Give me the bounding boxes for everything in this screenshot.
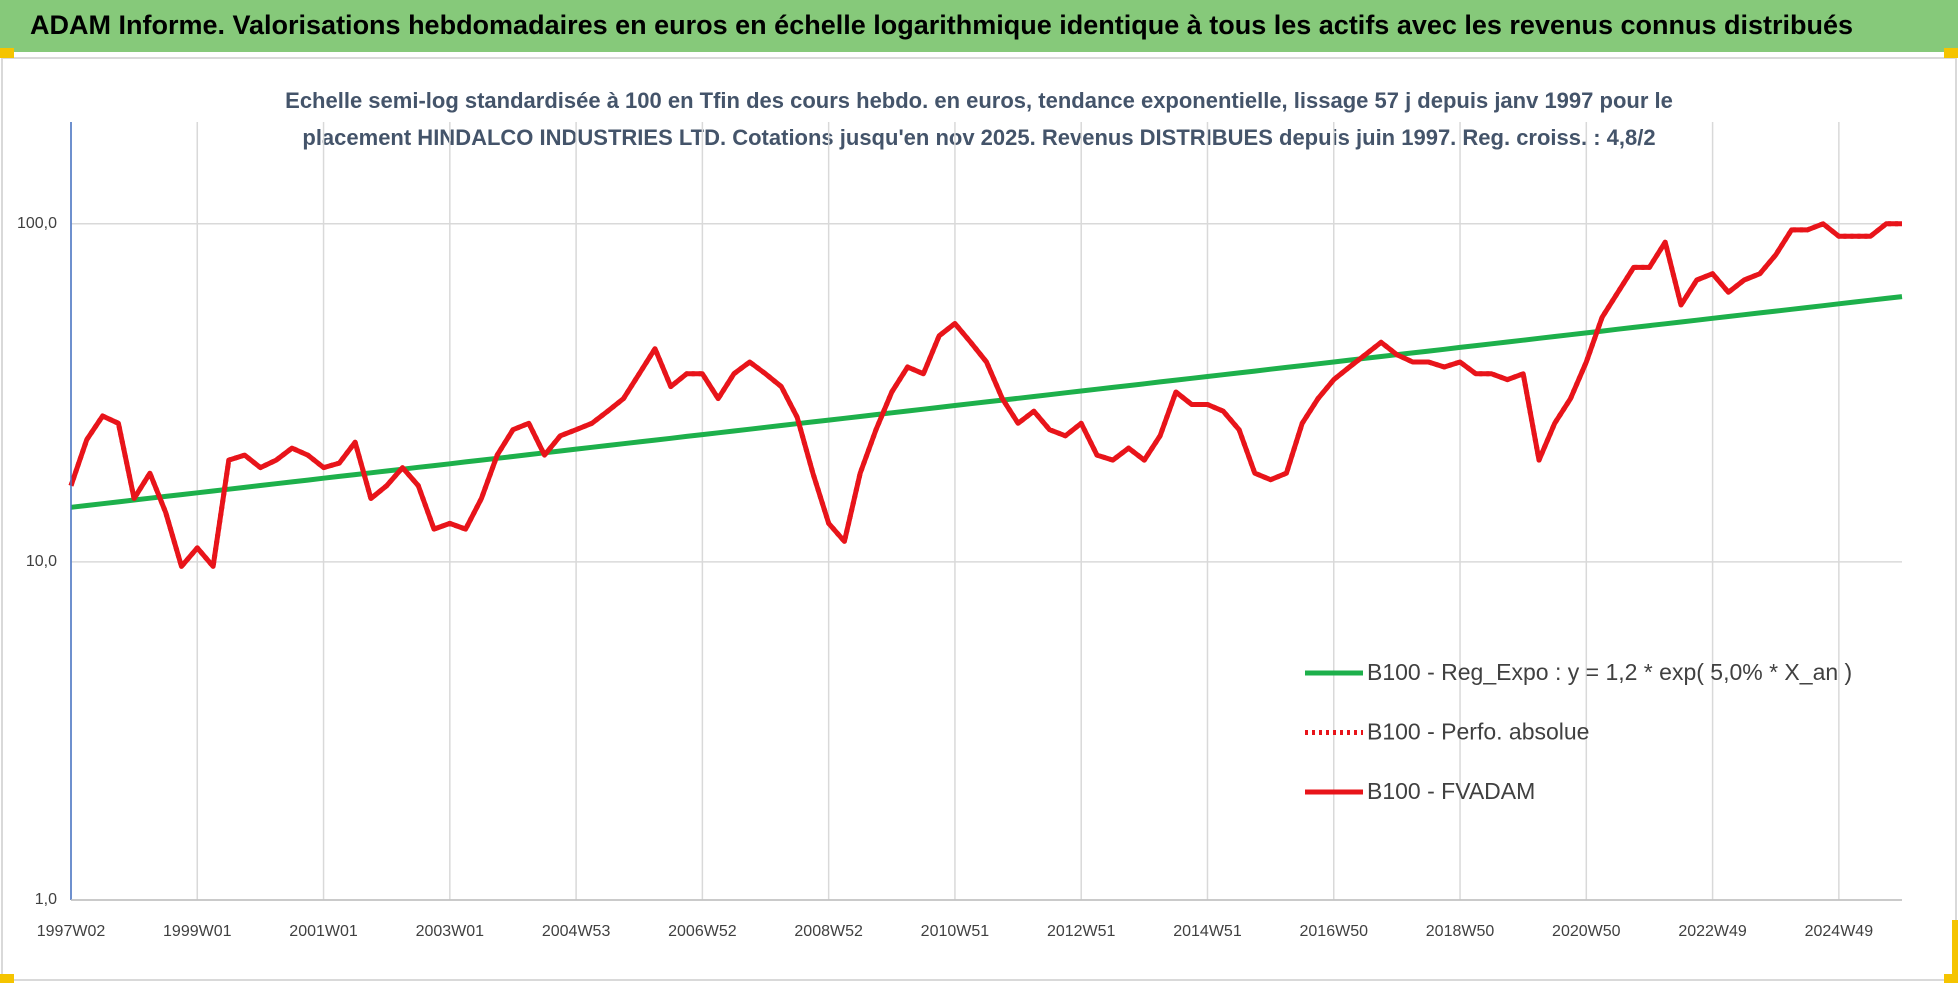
x-tick-label: 2001W01 <box>289 923 358 940</box>
x-tick-label: 2022W49 <box>1678 923 1747 940</box>
x-tick-label: 2020W50 <box>1552 923 1621 940</box>
corner-mark <box>1952 920 1958 980</box>
x-tick-label: 2004W53 <box>542 923 611 940</box>
page-title: ADAM Informe. Valorisations hebdomadaire… <box>30 10 1853 40</box>
header-bar <box>0 0 1958 52</box>
corner-mark <box>1944 974 1958 983</box>
legend-label: B100 - Perfo. absolue <box>1367 719 1589 745</box>
corner-mark <box>0 48 14 58</box>
y-tick-label: 100,0 <box>17 215 57 232</box>
chart-frame <box>1 57 1957 981</box>
axes: 1,0 10,0 100,0 1997W02 1999W01 2001W01 2003W01… <box>17 122 1902 940</box>
plot-area <box>68 221 1903 569</box>
legend: B100 - Reg_Expo : y = 1,2 * exp( 5,0% * … <box>1305 659 1852 804</box>
y-tick-label: 10,0 <box>26 553 57 570</box>
x-tick-label: 2024W49 <box>1805 923 1874 940</box>
corner-mark <box>0 974 14 983</box>
x-tick-label: 2010W51 <box>921 923 990 940</box>
x-tick-label: 2014W51 <box>1173 923 1242 940</box>
x-tick-label: 2003W01 <box>416 923 485 940</box>
chart-subtitle: Echelle semi-log standardisée à 100 en T… <box>285 88 1673 113</box>
x-tick-label: 2008W52 <box>794 923 863 940</box>
chart-subtitle: placement HINDALCO INDUSTRIES LTD. Cotat… <box>302 125 1655 150</box>
corner-mark <box>1944 48 1958 58</box>
x-tick-label: 1999W01 <box>163 923 232 940</box>
legend-label: B100 - Reg_Expo : y = 1,2 * exp( 5,0% * … <box>1367 659 1852 685</box>
legend-label: B100 - FVADAM <box>1367 778 1535 804</box>
x-tick-label: 2012W51 <box>1047 923 1116 940</box>
series-line <box>68 221 1902 569</box>
x-tick-label: 2018W50 <box>1426 923 1495 940</box>
x-tick-label: 1997W02 <box>37 923 106 940</box>
x-tick-label: 2006W52 <box>668 923 737 940</box>
y-tick-label: 1,0 <box>35 891 57 908</box>
x-tick-label: 2016W50 <box>1300 923 1369 940</box>
